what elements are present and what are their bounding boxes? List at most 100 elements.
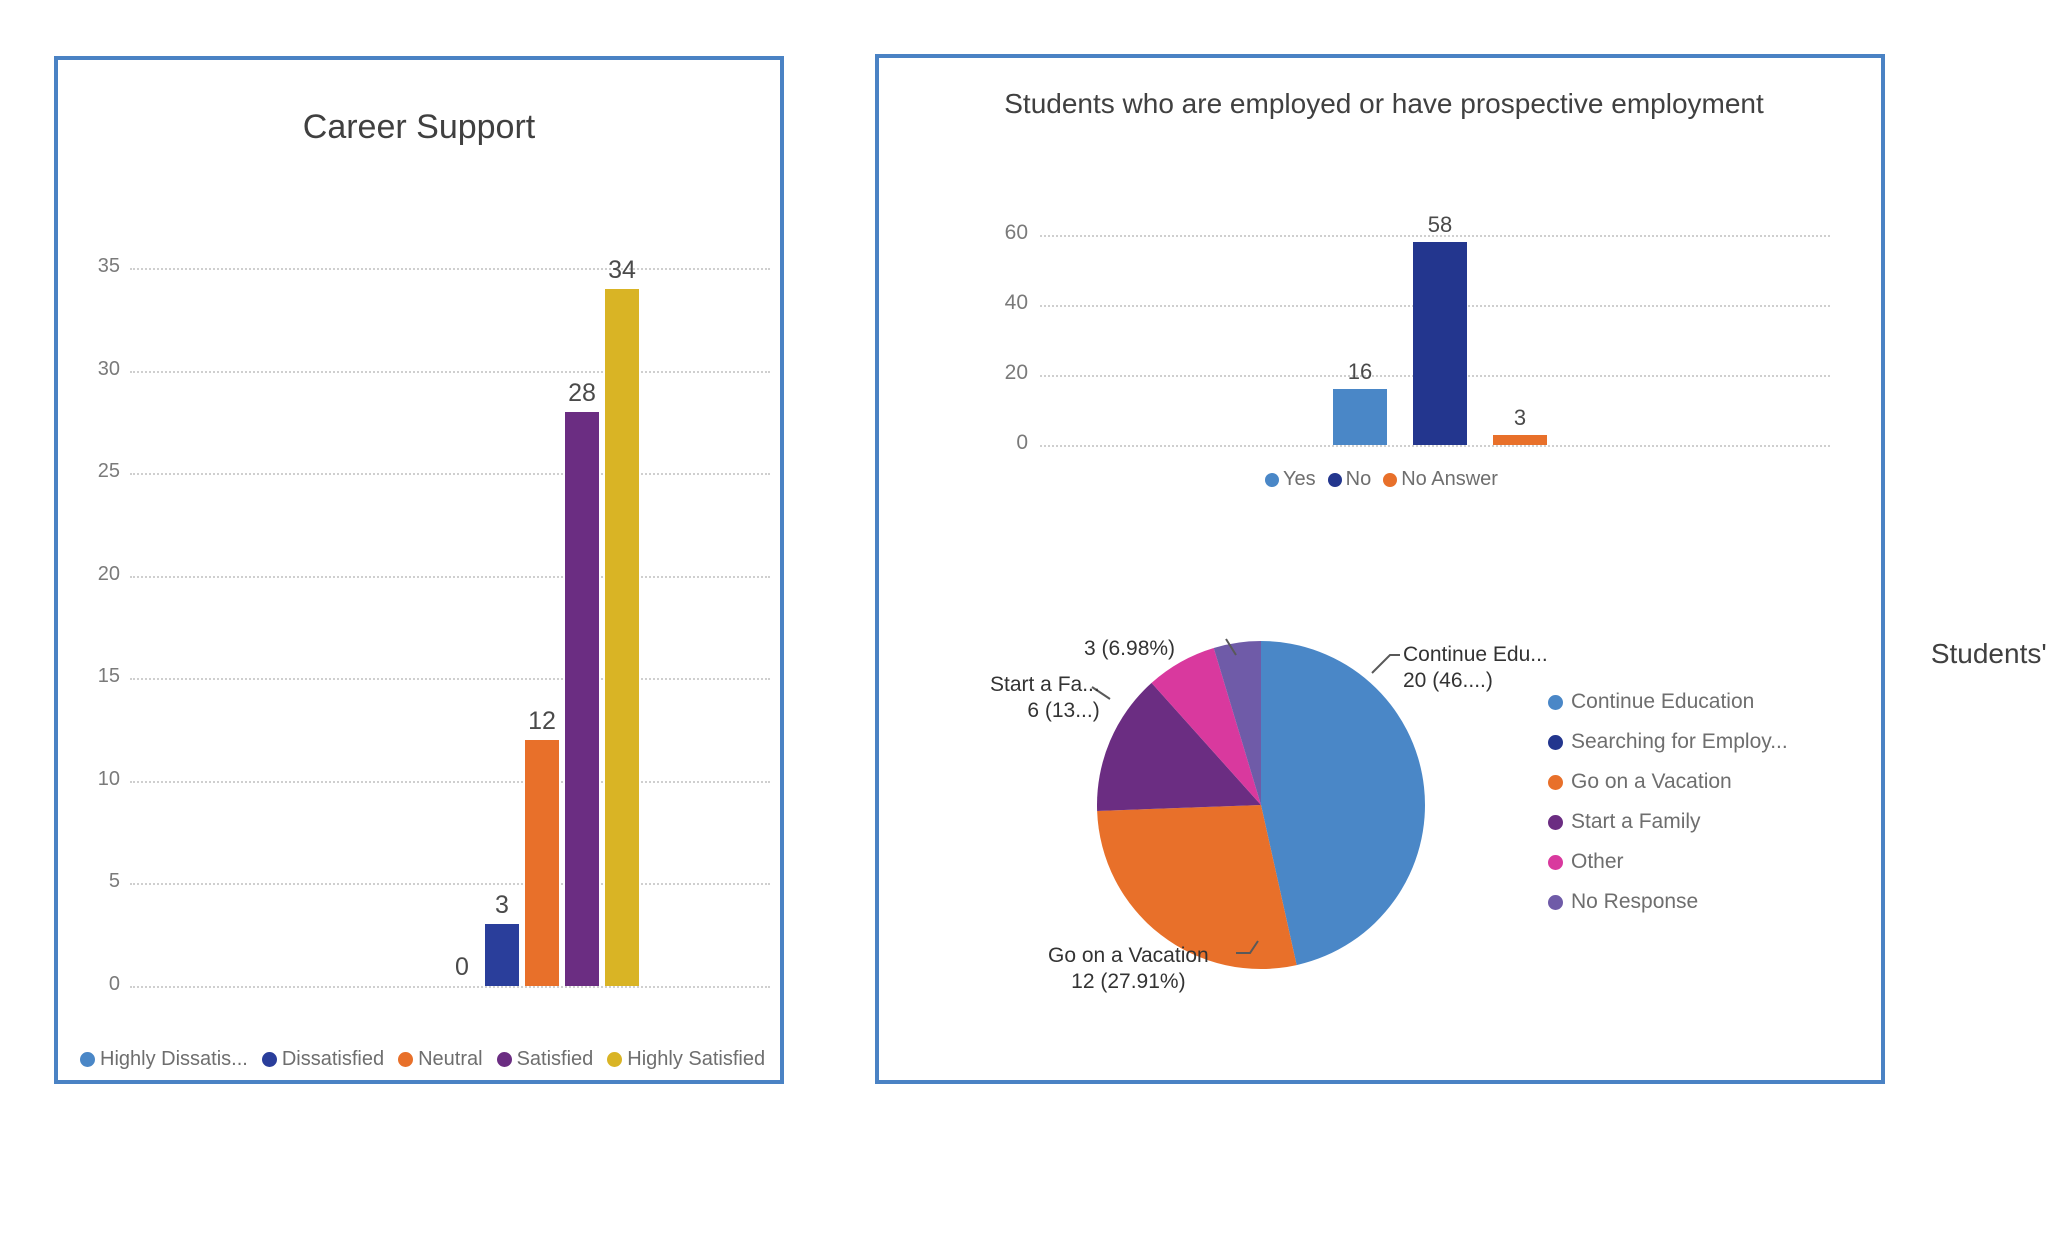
employment-chart-title: Students who are employed or have prospe… <box>1004 88 1764 119</box>
gridline <box>1040 445 1830 447</box>
pie-callout-edu-line1: Continue Edu... <box>1403 643 1548 666</box>
legend-item[interactable]: Other <box>1548 850 1788 874</box>
bar[interactable] <box>1493 434 1547 445</box>
pie-callout-start-a-family: Start a Fa... 6 (13...) <box>990 672 1100 725</box>
legend-color-dot <box>1265 472 1279 487</box>
pie-callout-vac-line2: 12 (27.91%) <box>1071 970 1186 994</box>
bar-value-label: 3 <box>1513 404 1527 430</box>
gridline <box>130 678 770 681</box>
gridline <box>130 370 770 373</box>
y-axis-tick-label: 0 <box>1016 431 1028 454</box>
legend-color-dot <box>261 1052 277 1067</box>
future-plans-chart-title: Students' Future Plans (Answered "No" an… <box>1930 638 2048 669</box>
legend-item[interactable]: Continue Education <box>1548 690 1788 714</box>
y-axis-tick-label: 20 <box>97 562 120 585</box>
legend-item[interactable]: Go on a Vacation <box>1548 770 1788 794</box>
pie-slice[interactable] <box>1097 682 1261 811</box>
legend-item[interactable]: No Response <box>1548 890 1788 914</box>
legend-label: No <box>1345 468 1372 490</box>
pie-slices <box>1097 641 1425 969</box>
employment-bar-group: 16 58 3 <box>1320 212 1560 445</box>
pie-callout-go-on-a-vacation: Go on a Vacation 12 (27.91%) <box>1048 943 1209 996</box>
career-support-legend: Highly Dissatis... Dissatisfied Neutral Sat… <box>80 1048 770 1071</box>
legend-label: Start a Family <box>1571 810 1701 833</box>
pie-callout-edu-line2: 20 (46....) <box>1403 669 1493 693</box>
career-support-plot-area: 0 5 10 15 20 25 30 35 0 3 12 28 34 <box>98 255 770 995</box>
gridline <box>130 883 770 886</box>
y-axis-tick-label: 35 <box>97 255 120 277</box>
legend-color-dot <box>398 1052 414 1067</box>
employment-plot-area: 0 20 40 60 16 58 3 <box>1005 212 1830 454</box>
bar-value-label: 34 <box>608 255 636 284</box>
pie-callout-other-line1: 3 (6.98%) <box>1084 637 1176 660</box>
legend-label: Go on a Vacation <box>1571 770 1732 793</box>
legend-item[interactable]: Searching for Employ... <box>1548 730 1788 754</box>
legend-label: Continue Education <box>1571 690 1755 713</box>
legend-label: Satisfied <box>516 1048 594 1070</box>
pie-slice[interactable] <box>1097 805 1297 969</box>
legend-label: Dissatisfied <box>281 1048 385 1070</box>
y-axis-tick-label: 40 <box>1004 291 1028 314</box>
legend-label: No Response <box>1571 890 1699 913</box>
pie-slice[interactable] <box>1213 641 1261 805</box>
gridline <box>1040 235 1830 237</box>
bar-value-label: 3 <box>495 891 509 920</box>
legend-item[interactable]: Highly Satisfied <box>607 1048 765 1071</box>
legend-color-dot <box>1548 774 1563 790</box>
legend-color-dot <box>1327 472 1342 487</box>
gridline <box>130 575 770 578</box>
y-axis-tick-label: 60 <box>1004 221 1028 244</box>
bar[interactable] <box>605 288 639 986</box>
legend-label: Searching for Employ... <box>1571 730 1788 753</box>
gridline <box>130 780 770 783</box>
future-plans-pie <box>1096 640 1426 970</box>
legend-color-dot <box>80 1052 95 1067</box>
pie-callout-family-line1: Start a Fa... <box>990 673 1100 696</box>
legend-item[interactable]: No Answer <box>1383 468 1498 491</box>
legend-item[interactable]: Start a Family <box>1548 810 1788 834</box>
legend-item[interactable]: Satisfied <box>496 1048 594 1071</box>
bar[interactable] <box>1333 389 1387 445</box>
y-axis-tick-label: 5 <box>108 870 120 893</box>
legend-item[interactable]: Highly Dissatis... <box>80 1048 248 1071</box>
bar[interactable] <box>1413 242 1467 445</box>
legend-item[interactable]: Yes <box>1265 468 1316 491</box>
career-support-panel: Career Support 0 5 10 15 20 25 30 35 0 3 12 28 34 H… <box>54 56 784 1084</box>
legend-label: Yes <box>1283 468 1316 490</box>
legend-color-dot <box>1548 694 1563 710</box>
y-axis-tick-label: 30 <box>97 357 120 380</box>
legend-item[interactable]: No <box>1327 468 1372 491</box>
legend-label: No Answer <box>1401 468 1498 490</box>
pie-slice[interactable] <box>1261 641 1425 966</box>
legend-item[interactable]: Dissatisfied <box>261 1048 385 1071</box>
gridline <box>130 473 770 476</box>
bar-value-label: 0 <box>455 953 469 981</box>
gridline <box>130 268 770 270</box>
legend-color-dot <box>1548 894 1563 910</box>
career-support-title: Career Support <box>302 108 536 146</box>
employment-legend: Yes No No Answer <box>1265 468 1498 491</box>
pie-callout-continue-education: Continue Edu... 20 (46....) <box>1403 642 1548 695</box>
bar[interactable] <box>565 411 599 986</box>
gridline <box>130 986 770 988</box>
y-axis-tick-label: 0 <box>108 973 120 995</box>
legend-color-dot <box>1383 472 1398 487</box>
bar[interactable] <box>525 739 559 986</box>
legend-color-dot <box>607 1052 623 1067</box>
y-axis-tick-label: 10 <box>97 767 120 790</box>
bar-value-label: 28 <box>568 378 596 407</box>
legend-label: Highly Dissatis... <box>100 1048 248 1070</box>
bar-value-label: 58 <box>1427 212 1453 237</box>
legend-color-dot <box>1548 734 1563 750</box>
future-plans-legend: Continue Education Searching for Employ..… <box>1548 690 1788 930</box>
pie-slice[interactable] <box>1151 647 1261 805</box>
legend-color-dot <box>496 1052 512 1067</box>
legend-label: Highly Satisfied <box>627 1048 766 1070</box>
pie-callout-other: 3 (6.98%) <box>1084 636 1175 662</box>
legend-label: Neutral <box>418 1048 483 1070</box>
legend-label: Other <box>1571 850 1624 873</box>
legend-item[interactable]: Neutral <box>398 1048 483 1071</box>
legend-color-dot <box>1548 814 1563 830</box>
bar[interactable] <box>485 924 519 986</box>
pie-callout-family-line2: 6 (13...) <box>1027 699 1100 723</box>
